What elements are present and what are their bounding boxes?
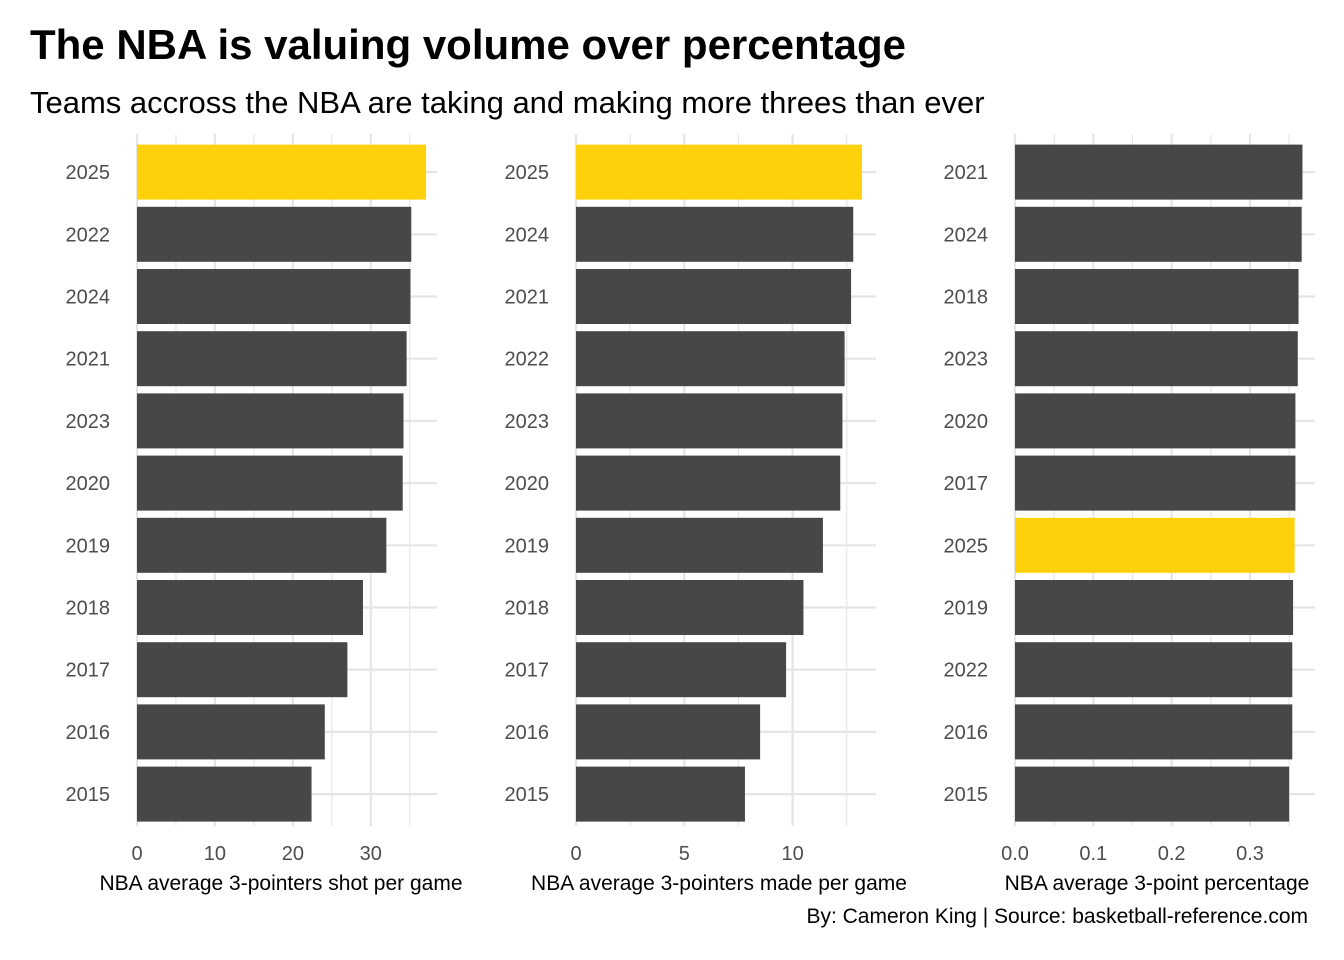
x-tick-label: 0.3 (1236, 843, 1264, 865)
category-label: 2023 (505, 411, 550, 433)
category-label: 2025 (505, 162, 550, 184)
bar-2019 (1015, 580, 1294, 635)
x-tick-label: 20 (282, 843, 304, 865)
category-label: 2016 (505, 722, 550, 744)
x-axis-title: NBA average 3-pointers shot per game (99, 872, 462, 895)
category-label: 2023 (944, 349, 989, 371)
category-label: 2022 (944, 660, 989, 682)
bar-2018 (576, 580, 804, 635)
bar-2018 (1015, 269, 1299, 324)
chart-title: The NBA is valuing volume over percentag… (30, 21, 907, 68)
bar-2024 (137, 269, 411, 324)
bar-2025 (1015, 517, 1295, 573)
category-label: 2021 (505, 287, 550, 309)
x-axis-title: NBA average 3-point percentage (1005, 872, 1310, 895)
bar-2021 (576, 269, 852, 324)
bar-2023 (137, 393, 404, 449)
bar-2016 (576, 704, 761, 760)
bar-2020 (576, 455, 841, 511)
bar-2021 (137, 331, 407, 387)
category-label: 2025 (944, 535, 989, 557)
x-tick-label: 0 (131, 843, 142, 865)
chart-panel-1: 2025 2022 2024 2021 2023 2020 2019 2018 2017 2016… (66, 134, 463, 895)
category-label: 2024 (505, 224, 550, 246)
bar-2019 (576, 517, 823, 573)
bar-2022 (576, 331, 845, 387)
bar-2022 (1015, 642, 1293, 698)
category-label: 2020 (505, 473, 550, 495)
charts-area: 2025 2022 2024 2021 2023 2020 2019 2018 2017 2016… (66, 134, 1315, 895)
category-label: 2016 (944, 722, 989, 744)
bar-2021 (1015, 144, 1303, 200)
bar-2018 (137, 580, 363, 635)
x-tick-label: 30 (360, 843, 382, 865)
bar-2017 (1015, 455, 1296, 511)
category-label: 2024 (944, 224, 989, 246)
category-label: 2017 (66, 660, 111, 682)
category-label: 2019 (505, 535, 550, 557)
bar-2016 (137, 704, 325, 760)
category-label: 2021 (944, 162, 989, 184)
bar-2023 (1015, 331, 1298, 387)
category-label: 2019 (944, 598, 989, 620)
bar-2024 (576, 206, 854, 262)
category-label: 2017 (944, 473, 989, 495)
category-label: 2015 (66, 784, 111, 806)
category-label: 2022 (505, 349, 550, 371)
bar-2024 (1015, 206, 1302, 262)
category-label: 2015 (944, 784, 989, 806)
bar-2017 (576, 642, 787, 698)
bar-2017 (137, 642, 348, 698)
bar-2019 (137, 517, 387, 573)
category-label: 2018 (944, 287, 989, 309)
category-label: 2021 (66, 349, 111, 371)
x-tick-label: 5 (679, 843, 690, 865)
chart-panel-3: 2021 2024 2018 2023 2020 2017 2025 2019 2022 2016… (944, 134, 1315, 895)
bar-2025 (576, 144, 862, 200)
category-label: 2015 (505, 784, 550, 806)
category-label: 2024 (66, 287, 111, 309)
category-label: 2017 (505, 660, 550, 682)
bar-2022 (137, 206, 412, 262)
category-label: 2023 (66, 411, 111, 433)
category-label: 2020 (66, 473, 111, 495)
category-label: 2019 (66, 535, 111, 557)
bar-2015 (1015, 766, 1290, 822)
source-caption: By: Cameron King | Source: basketball-re… (806, 905, 1308, 928)
x-tick-label: 10 (204, 843, 226, 865)
x-tick-label: 0.1 (1079, 843, 1107, 865)
category-label: 2020 (944, 411, 989, 433)
bar-2016 (1015, 704, 1293, 760)
chart-subtitle: Teams accross the NBA are taking and mak… (30, 85, 985, 120)
bar-2020 (1015, 393, 1296, 449)
x-tick-label: 10 (781, 843, 803, 865)
x-tick-label: 0.0 (1001, 843, 1029, 865)
bar-2025 (137, 144, 427, 200)
category-label: 2022 (66, 224, 111, 246)
category-label: 2016 (66, 722, 111, 744)
category-label: 2018 (66, 598, 111, 620)
bar-2020 (137, 455, 403, 511)
x-axis-title: NBA average 3-pointers made per game (531, 872, 907, 895)
bar-2015 (137, 766, 312, 822)
chart-panel-2: 2025 2024 2021 2022 2023 2020 2019 2018 2017 2016… (505, 134, 907, 895)
category-label: 2025 (66, 162, 111, 184)
bar-2023 (576, 393, 843, 449)
category-label: 2018 (505, 598, 550, 620)
x-tick-label: 0 (570, 843, 581, 865)
x-tick-label: 0.2 (1158, 843, 1186, 865)
bar-2015 (576, 766, 745, 822)
